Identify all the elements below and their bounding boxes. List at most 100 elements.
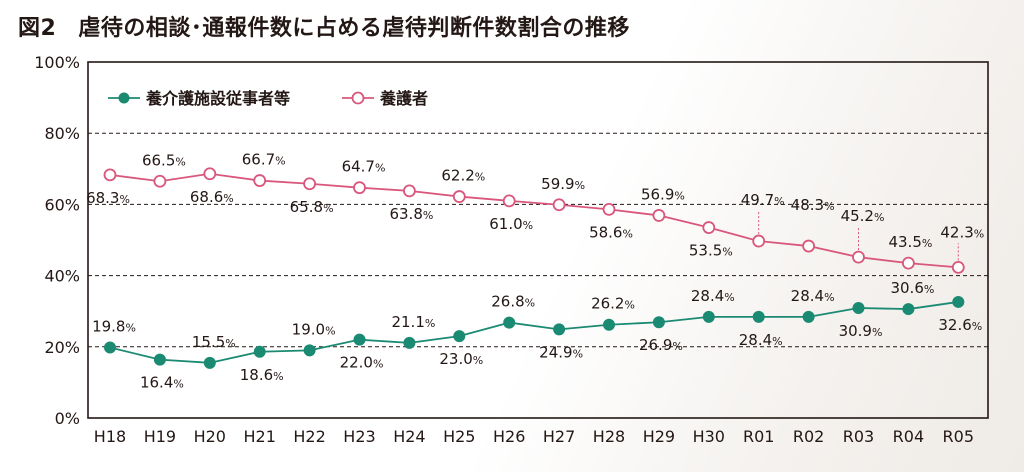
figure-title-text: 虐待の相談･通報件数に占める虐待判断件数割合の推移 bbox=[78, 16, 630, 41]
data-label: 65.8% bbox=[290, 198, 334, 216]
data-point-facility bbox=[253, 345, 266, 358]
legend-marker-facility bbox=[118, 92, 130, 104]
data-label: 62.2% bbox=[441, 167, 485, 185]
data-point-family bbox=[902, 256, 915, 270]
data-point-family bbox=[552, 198, 566, 212]
data-point-facility bbox=[902, 303, 915, 316]
plot-frame bbox=[87, 61, 989, 419]
figure-title: 図2 虐待の相談･通報件数に占める虐待判断件数割合の推移 bbox=[18, 10, 630, 42]
data-label: 26.9% bbox=[639, 336, 683, 354]
data-point-facility bbox=[453, 330, 466, 343]
data-point-family bbox=[752, 234, 766, 248]
data-label: 58.6% bbox=[589, 223, 633, 241]
data-label: 19.8% bbox=[92, 318, 136, 336]
y-tick-label: 20% bbox=[44, 338, 80, 357]
data-point-family bbox=[702, 221, 716, 234]
data-label: 68.3% bbox=[86, 189, 130, 207]
x-tick-label: H27 bbox=[543, 427, 575, 446]
data-point-family bbox=[951, 261, 965, 274]
data-label: 61.0% bbox=[489, 215, 533, 233]
data-point-facility bbox=[553, 323, 566, 336]
data-label: 66.7% bbox=[242, 151, 286, 169]
data-label: 24.9% bbox=[539, 343, 583, 361]
data-point-family bbox=[452, 190, 466, 203]
x-tick-label: H19 bbox=[144, 427, 176, 446]
series-line-facility bbox=[109, 301, 959, 364]
x-tick-label: H29 bbox=[643, 427, 675, 446]
x-tick-label: H28 bbox=[593, 427, 625, 446]
x-tick-label: H24 bbox=[393, 427, 425, 446]
data-label: 28.4% bbox=[739, 331, 783, 349]
data-label: 32.6% bbox=[938, 316, 982, 334]
data-label: 43.5% bbox=[888, 233, 932, 251]
x-tick-label: H26 bbox=[493, 427, 525, 446]
series-line-family bbox=[109, 172, 959, 269]
x-tick-label: R02 bbox=[793, 427, 824, 446]
data-label: 53.5% bbox=[689, 242, 733, 260]
x-tick-label: H21 bbox=[244, 427, 276, 446]
x-tick-label: H25 bbox=[443, 427, 475, 446]
data-label: 18.6% bbox=[240, 366, 284, 384]
y-tick-label: 80% bbox=[44, 124, 80, 143]
data-point-facility bbox=[353, 333, 366, 346]
data-label: 42.3% bbox=[940, 223, 984, 241]
data-point-family bbox=[652, 209, 666, 222]
data-label: 64.7% bbox=[342, 158, 386, 176]
x-tick-label: R03 bbox=[843, 427, 874, 446]
data-label: 49.7% bbox=[741, 191, 785, 209]
data-point-facility bbox=[403, 336, 416, 349]
data-label: 68.6% bbox=[190, 188, 234, 206]
data-point-family bbox=[103, 168, 117, 182]
data-point-family bbox=[153, 174, 167, 188]
data-label: 22.0% bbox=[340, 354, 384, 372]
data-point-facility bbox=[852, 301, 865, 314]
data-label: 45.2% bbox=[841, 207, 885, 225]
x-tick-label: R04 bbox=[893, 427, 924, 446]
y-tick-label: 100% bbox=[34, 53, 80, 72]
data-point-family bbox=[353, 181, 366, 195]
data-label: 56.9% bbox=[641, 185, 685, 203]
data-label: 48.3% bbox=[791, 196, 835, 214]
data-label: 59.9% bbox=[541, 175, 585, 193]
data-point-family bbox=[602, 202, 616, 216]
legend: 養介護施設従事者等 養護者 bbox=[108, 89, 428, 108]
data-label: 30.9% bbox=[839, 322, 883, 340]
x-tick-label: H22 bbox=[293, 427, 325, 446]
data-label: 21.1% bbox=[391, 313, 435, 331]
data-label: 30.6% bbox=[890, 279, 934, 297]
data-label: 15.5% bbox=[192, 333, 236, 351]
data-label: 19.0% bbox=[292, 320, 336, 338]
data-label: 16.4% bbox=[140, 374, 184, 392]
legend-label-family: 養護者 bbox=[379, 89, 428, 108]
data-point-family bbox=[802, 239, 815, 253]
data-point-facility bbox=[503, 316, 516, 329]
data-label: 23.0% bbox=[439, 350, 483, 368]
data-point-family bbox=[203, 167, 217, 181]
data-point-facility bbox=[752, 310, 765, 323]
x-tick-label: R05 bbox=[943, 427, 974, 446]
data-label: 26.2% bbox=[591, 295, 635, 313]
data-point-family bbox=[402, 184, 416, 198]
y-tick-label: 60% bbox=[44, 195, 80, 214]
x-tick-label: R01 bbox=[743, 427, 774, 446]
data-point-facility bbox=[702, 310, 715, 323]
y-tick-label: 0% bbox=[55, 409, 80, 428]
data-label: 28.4% bbox=[691, 287, 735, 305]
x-tick-label: H30 bbox=[693, 427, 725, 446]
x-tick-label: H23 bbox=[343, 427, 375, 446]
x-tick-label: H20 bbox=[194, 427, 226, 446]
legend-marker-family bbox=[351, 91, 365, 105]
data-point-family bbox=[303, 177, 317, 191]
x-tick-label: H18 bbox=[94, 427, 126, 446]
data-point-facility bbox=[303, 344, 316, 357]
data-point-facility bbox=[802, 310, 815, 323]
data-point-facility bbox=[652, 316, 665, 329]
data-label: 26.8% bbox=[491, 293, 535, 311]
data-label: 66.5% bbox=[142, 151, 186, 169]
data-point-facility bbox=[104, 341, 116, 354]
data-point-family bbox=[502, 194, 516, 208]
data-point-facility bbox=[952, 295, 965, 308]
data-point-facility bbox=[153, 353, 166, 366]
